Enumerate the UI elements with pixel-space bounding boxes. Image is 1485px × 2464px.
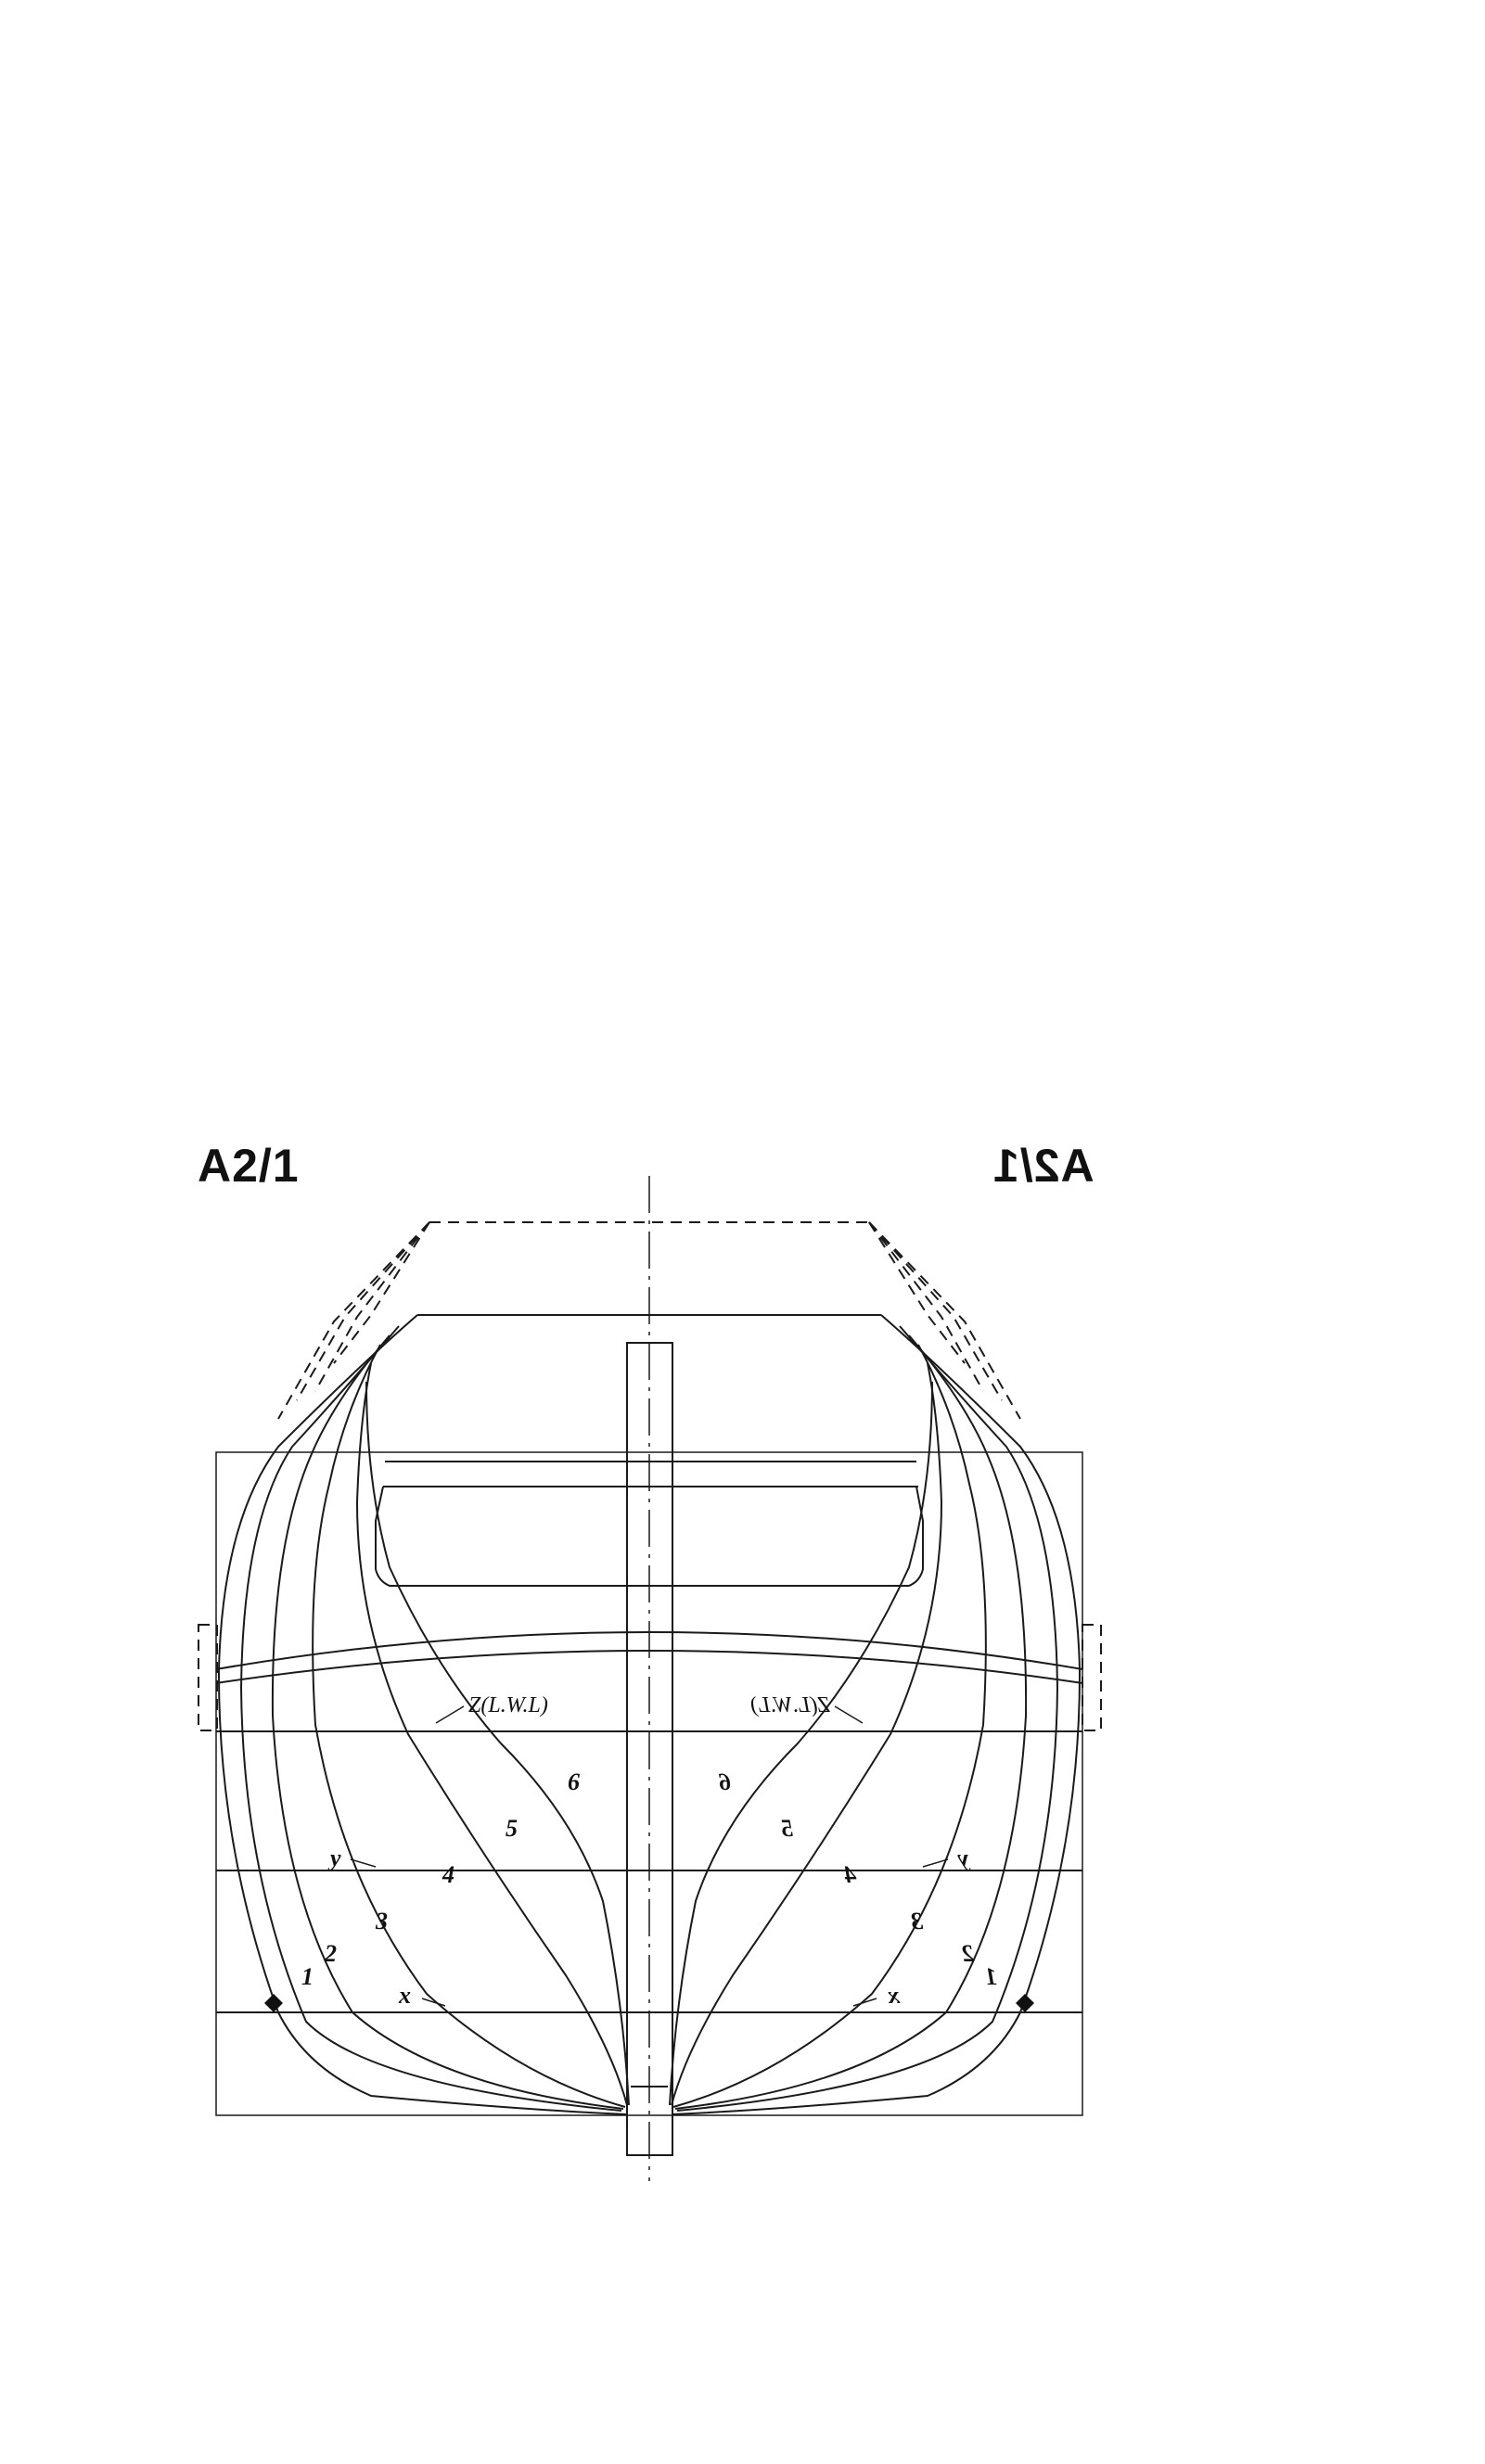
- keel-post: [626, 1342, 673, 2156]
- camber-line-1: [215, 1631, 1083, 1670]
- chine-marker-right: [1016, 1994, 1034, 2012]
- stations-left: [217, 1221, 630, 2115]
- waterline-label-lwl-right: Z(L.W.L): [750, 1693, 830, 1717]
- station-label-2-left: 2: [324, 1940, 337, 1967]
- station-label-2-right: 2: [962, 1940, 975, 1967]
- drawing-title-left: A2/1: [198, 1140, 300, 1192]
- chine-marker-left: [264, 1994, 283, 2012]
- rub-strake-right: [1082, 1624, 1102, 1731]
- station-label-3-left: 3: [375, 1908, 388, 1934]
- station-label-3-right: 3: [911, 1908, 924, 1934]
- camber-line-2: [215, 1650, 1083, 1684]
- station-label-1-right: 1: [985, 1963, 997, 1990]
- station-label-6-right: 6: [719, 1768, 731, 1795]
- station-label-6-left: 6: [568, 1768, 580, 1795]
- waterline-label-x-left: x: [398, 1982, 411, 2009]
- waterline-label-y-left: y: [327, 1845, 341, 1871]
- station-label-4-left: 4: [442, 1861, 454, 1888]
- station-label-4-right: 4: [844, 1861, 857, 1888]
- waterline-labels-right: Z(L.W.L) y x: [750, 1693, 971, 2009]
- station-labels-right: 1 2 3 4 5 6: [719, 1768, 997, 1990]
- rub-strake-left: [198, 1624, 218, 1731]
- cabin-outline: [375, 1486, 924, 1587]
- waterline-label-x-right: x: [888, 1982, 901, 2009]
- outer-frame: [215, 1451, 1083, 2116]
- station-label-1-left: 1: [301, 1963, 314, 1990]
- station-label-5-right: 5: [781, 1815, 793, 1842]
- waterline-label-lwl-left: Z(L.W.L): [468, 1693, 548, 1717]
- station-label-5-left: 5: [506, 1815, 518, 1842]
- stations-right: [669, 1221, 1082, 2115]
- waterline-label-y-right: y: [957, 1845, 971, 1871]
